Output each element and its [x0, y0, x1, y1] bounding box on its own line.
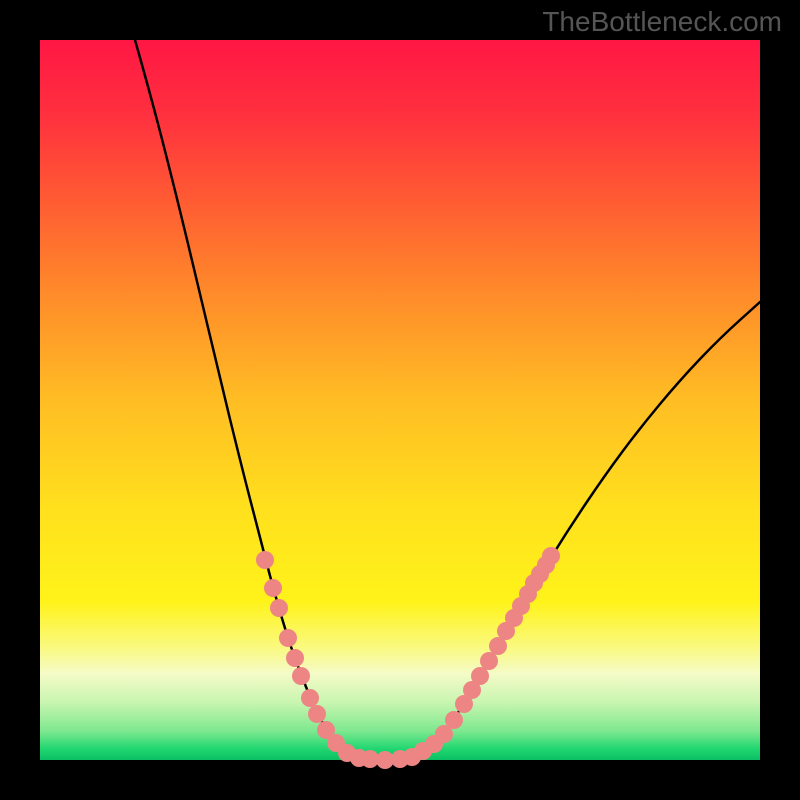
marker-point [480, 652, 498, 670]
chart-svg [0, 0, 800, 800]
marker-point [256, 551, 274, 569]
watermark-text: TheBottleneck.com [542, 6, 782, 38]
marker-point [264, 579, 282, 597]
marker-point [301, 689, 319, 707]
marker-point [471, 667, 489, 685]
marker-point [270, 599, 288, 617]
marker-point [286, 649, 304, 667]
marker-point [445, 711, 463, 729]
plot-background [40, 40, 760, 760]
marker-point [292, 667, 310, 685]
marker-point [308, 705, 326, 723]
chart-canvas: TheBottleneck.com [0, 0, 800, 800]
marker-point [542, 547, 560, 565]
marker-point [279, 629, 297, 647]
